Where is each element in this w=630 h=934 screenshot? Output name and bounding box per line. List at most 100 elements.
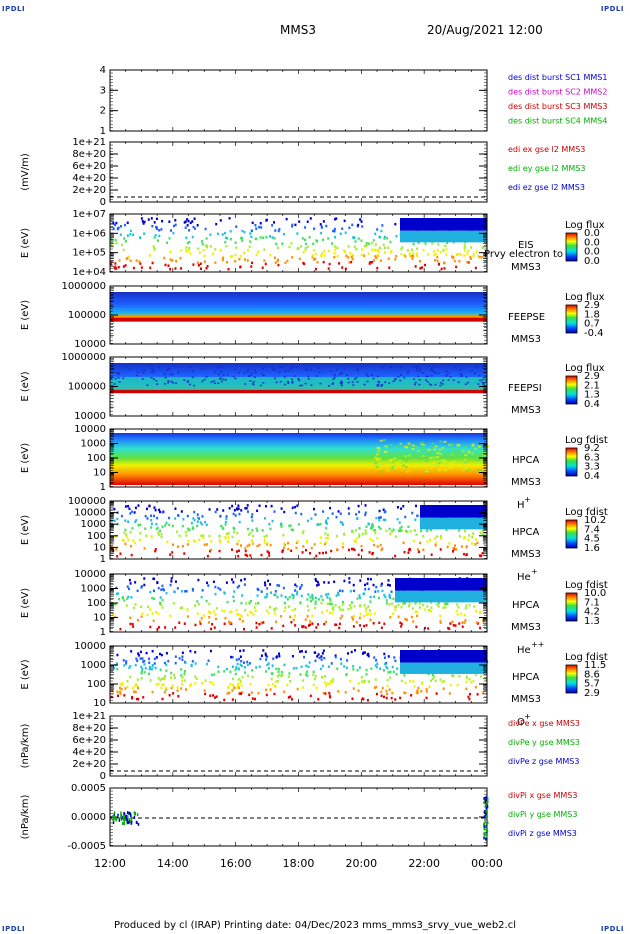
spectrogram-pixel (328, 694, 331, 698)
legend-entry: divPe y gse MMS3 (508, 738, 580, 747)
spectrogram-pixel (393, 656, 396, 659)
spectrogram-pixel (403, 550, 406, 554)
spectrogram-pixel (114, 262, 117, 265)
spectrogram-pixel (232, 677, 235, 681)
spectrogram-pixel (229, 237, 232, 241)
spectrogram-pixel (283, 601, 286, 605)
spectrogram-pixel (401, 246, 404, 249)
spectrogram-pixel (307, 593, 310, 596)
instrument-label: FEEPSE (508, 312, 545, 323)
spectrogram-pixel (404, 691, 407, 695)
spectrogram-pixel (281, 549, 284, 552)
spectrogram-pixel (363, 679, 366, 683)
spacecraft-label: MMS3 (511, 477, 541, 488)
spectrogram-pixel (400, 374, 403, 376)
spectrogram-pixel (291, 380, 294, 383)
spectrogram-pixel (345, 254, 348, 258)
colorbar-tick-label: 7.4 (584, 524, 600, 535)
spectrogram-pixel (435, 455, 439, 458)
spectrogram-pixel (183, 379, 186, 381)
spectrogram-pixel (377, 596, 380, 600)
spectrogram-pixel (314, 602, 317, 605)
colorbar-title: Log flux (565, 292, 605, 303)
spectrogram-pixel (443, 460, 447, 463)
spectrogram-pixel (291, 609, 294, 612)
series-trace (486, 829, 489, 833)
spectrogram-pixel (223, 670, 226, 673)
spectrogram-pixel (392, 670, 395, 674)
spectrogram-pixel (240, 659, 243, 663)
spectrogram-pixel (470, 680, 473, 684)
spectrogram-pixel (343, 219, 346, 223)
spectrogram-pixel (117, 265, 120, 269)
y-tick-label: 100000 (68, 496, 106, 507)
spectrogram-pixel (137, 698, 140, 701)
spectrogram-pixel (271, 224, 274, 227)
colorbar-title: Log fdist (565, 507, 608, 518)
spectrogram-pixel (151, 612, 154, 615)
spectrogram-pixel (203, 254, 206, 258)
spectrogram-pixel (123, 531, 126, 535)
spectrogram-pixel (212, 380, 215, 382)
spacecraft-label: MMS3 (511, 622, 541, 633)
spectrogram-pixel (265, 688, 268, 692)
spectrogram-pixel (328, 262, 331, 266)
spectrogram-pixel (385, 661, 388, 665)
spectrogram-pixel (277, 263, 280, 267)
spectrogram-pixel (348, 581, 351, 584)
spectrogram-pixel (351, 616, 354, 619)
spectrogram-pixel (324, 537, 327, 540)
spectrogram-pixel (309, 620, 312, 623)
spectrogram-pixel (292, 618, 295, 622)
spectrogram-pixel (229, 670, 232, 674)
spectrogram-pixel (126, 685, 129, 689)
spectrogram-pixel (311, 254, 314, 257)
spectrogram-pixel (405, 618, 408, 622)
spectrogram-pixel (363, 615, 366, 618)
spectrogram-pixel (261, 368, 264, 370)
spectrogram-pixel (317, 367, 320, 369)
spectrogram-pixel (166, 369, 169, 372)
spectrogram-pixel (273, 256, 276, 260)
spectrogram-pixel (306, 519, 309, 523)
spectrogram-pixel (400, 366, 403, 369)
spectrogram-pixel (349, 252, 352, 255)
spectrogram-pixel (336, 667, 339, 670)
spectrogram-pixel (248, 375, 251, 377)
spectrogram-pixel (376, 228, 379, 231)
series-trace (123, 813, 126, 817)
y-tick-label: 10 (93, 542, 106, 553)
spectrogram-pixel (125, 604, 128, 607)
spectrogram-pixel (170, 380, 173, 383)
spectrogram-pixel (314, 600, 317, 604)
spectrogram-pixel (167, 367, 170, 370)
spectrogram-pixel (334, 603, 337, 607)
series-trace (120, 811, 122, 815)
spectrogram-pixel (427, 448, 431, 451)
spectrogram-pixel (185, 246, 188, 249)
spectrogram-pixel (461, 450, 465, 453)
spectrogram-pixel (424, 626, 427, 630)
spectrogram-pixel (248, 662, 251, 665)
species-label: He (517, 572, 531, 583)
colorbar (565, 592, 578, 622)
spectrogram-pixel (352, 236, 355, 239)
spectrogram-pixel (185, 236, 188, 240)
spectrogram-pixel (297, 523, 300, 526)
spectrogram-pixel (410, 615, 413, 619)
series-trace (485, 829, 488, 833)
spectrogram-pixel (359, 604, 362, 607)
spectrogram-pixel (327, 249, 330, 253)
spectrogram-pixel (394, 377, 397, 380)
spectrogram-pixel (246, 248, 249, 252)
spectrogram-pixel (304, 650, 307, 654)
series-trace (130, 820, 132, 824)
spectrogram-pixel (239, 254, 242, 258)
spectrogram-pixel (118, 597, 121, 601)
spectrogram-pixel (330, 662, 333, 665)
spectrogram-pixel (440, 267, 443, 271)
spectrogram-pixel (355, 247, 358, 251)
spectrogram-pixel (377, 250, 380, 254)
spectrogram-pixel (245, 507, 248, 510)
spectrogram-pixel (395, 672, 398, 676)
